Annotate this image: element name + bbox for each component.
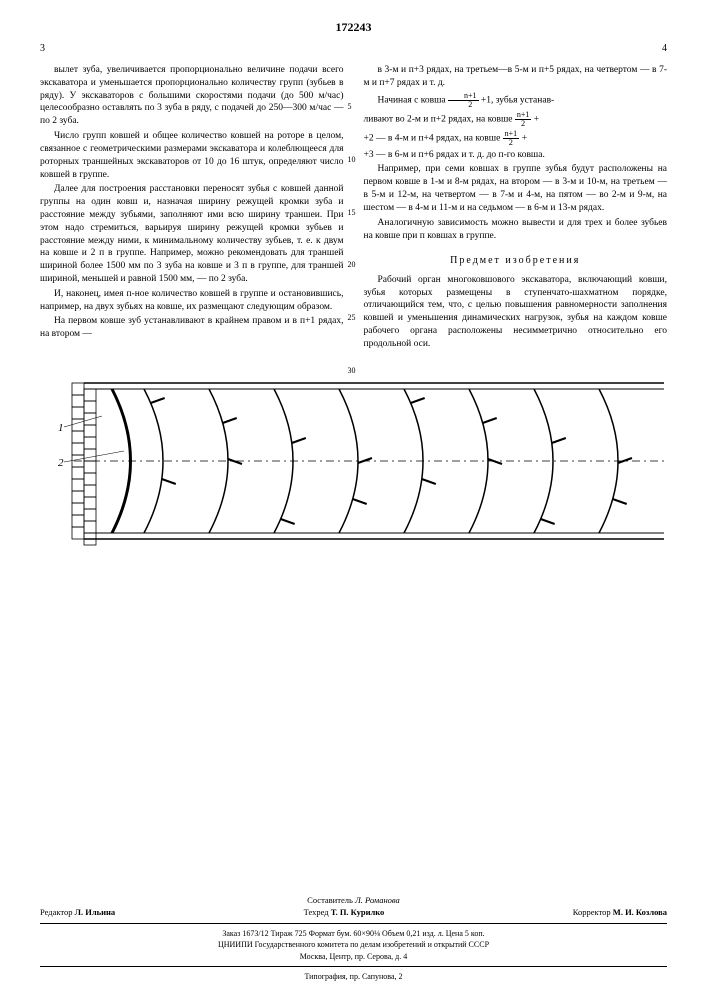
- right-column: 5 10 15 20 25 30 в 3-м и п+3 рядах, на т…: [364, 64, 668, 353]
- left-para-2: Число групп ковшей и общее количество ко…: [40, 130, 344, 181]
- footer-credits: Редактор Л. Ильина Техред Т. П. Курилко …: [40, 907, 667, 919]
- right-para-7: Аналогичную зависимость можно вывести и …: [364, 217, 668, 243]
- claim-text: Рабочий орган многоковшового экскаватора…: [364, 274, 668, 351]
- page-left-number: 3: [40, 43, 45, 54]
- left-para-1: вылет зуба, увеличивается пропорциональн…: [40, 64, 344, 128]
- footer-address: Москва, Центр, пр. Серова, д. 4: [40, 951, 667, 962]
- left-para-5: На первом ковше зуб устанавливают в край…: [40, 315, 344, 341]
- line-no-25: 25: [348, 313, 356, 324]
- left-para-3: Далее для построения расстановки перенос…: [40, 183, 344, 286]
- line-number-gutter: 5 10 15 20 25 30: [348, 64, 356, 377]
- claim-title: Предмет изобретения: [364, 254, 668, 268]
- footer-order: Заказ 1673/12 Тираж 725 Формат бум. 60×9…: [40, 928, 667, 939]
- right-para-2: Начиная с ковша n+12 +1, зубья устанав-: [364, 92, 668, 109]
- line-no-5: 5: [348, 102, 356, 113]
- right-para-1: в 3-м и п+3 рядах, на третьем—в 5-м и п+…: [364, 64, 668, 90]
- right-para-3: ливают во 2-м и п+2 рядах, на ковше n+12…: [364, 111, 668, 128]
- footer-typography: Типография, пр. Сапунова, 2: [40, 971, 667, 982]
- right-para-4: +2 — в 4-м и п+4 рядах, на ковше n+12 +: [364, 130, 668, 147]
- page-right-number: 4: [662, 43, 667, 54]
- right-para-6: Например, при семи ковшах в группе зубья…: [364, 163, 668, 214]
- svg-text:2: 2: [58, 457, 64, 469]
- left-para-4: И, наконец, имея п-ное количество ковшей…: [40, 288, 344, 314]
- line-no-10: 10: [348, 155, 356, 166]
- line-no-20: 20: [348, 260, 356, 271]
- left-column: вылет зуба, увеличивается пропорциональн…: [40, 64, 344, 353]
- footer-org: ЦНИИПИ Государственного комитета по дела…: [40, 939, 667, 950]
- text-columns: вылет зуба, увеличивается пропорциональн…: [40, 64, 667, 353]
- line-no-15: 15: [348, 208, 356, 219]
- line-no-30: 30: [348, 366, 356, 377]
- right-para-5: +3 — в 6-м и п+6 рядах и т. д. до п-го к…: [364, 149, 668, 162]
- footer-compiler: Составитель Л. Романова: [40, 895, 667, 907]
- technical-figure: 12: [40, 371, 667, 551]
- svg-text:1: 1: [58, 422, 64, 434]
- footer: Составитель Л. Романова Редактор Л. Ильи…: [40, 895, 667, 982]
- document-number: 172243: [40, 20, 667, 35]
